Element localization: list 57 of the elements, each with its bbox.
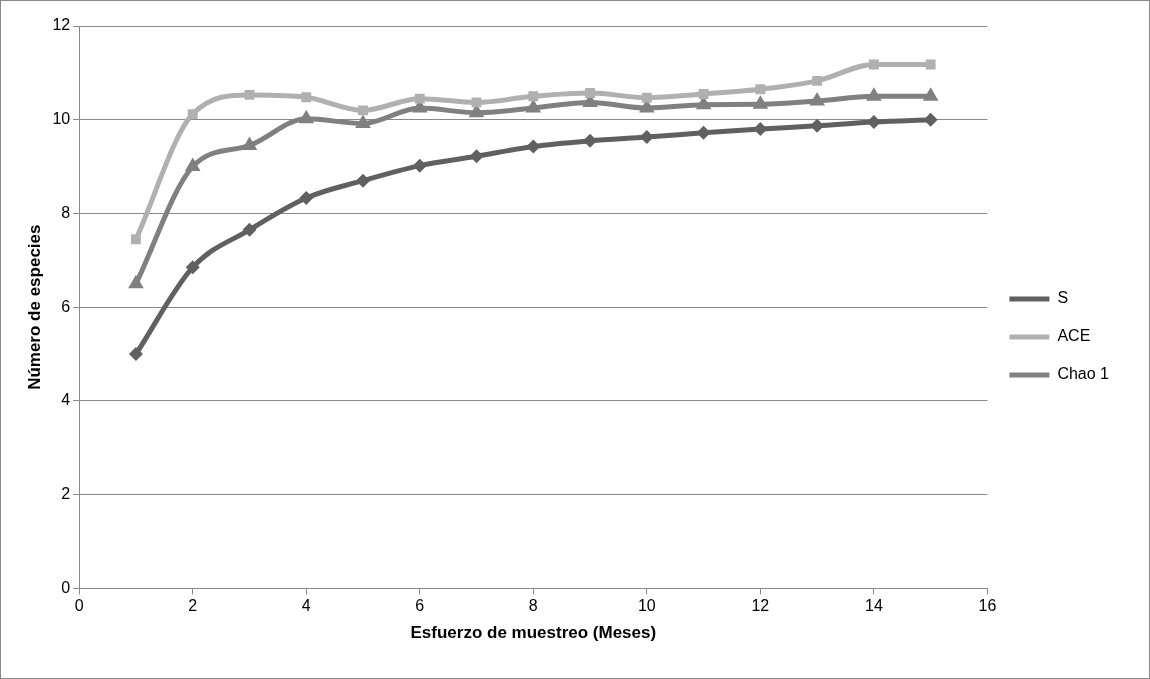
point [412,158,427,173]
point [187,109,198,120]
y-tick-label: 0 [61,578,71,596]
y-axis-title: Número de especies [24,224,44,390]
point [583,133,598,148]
point [868,59,879,70]
point [528,91,539,102]
y-tick-label: 12 [52,16,71,34]
x-axis-title: Esfuerzo de muestreo (Meses) [410,623,657,643]
y-tick-label: 8 [61,203,71,221]
legend-label: S [1057,289,1069,307]
point [356,173,371,188]
point [241,136,258,151]
legend-label: Chao 1 [1057,365,1110,383]
point [185,260,200,275]
point [301,92,312,103]
point [298,109,315,124]
y-tick-label: 6 [61,297,71,315]
point [866,87,882,101]
point [525,99,542,113]
legend-label: ACE [1057,327,1091,345]
point [526,139,541,154]
point [469,149,484,164]
point [925,59,936,70]
y-tick-label: 10 [52,110,71,128]
point [753,122,768,137]
point [755,84,766,95]
point [923,112,938,127]
point [414,93,425,104]
x-tick-label: 12 [751,597,770,615]
point [696,125,711,140]
point [299,191,314,205]
point [244,89,255,100]
point [752,95,769,109]
point [809,91,825,106]
point [184,157,201,172]
point [242,222,257,237]
x-tick-label: 4 [301,597,311,615]
y-tick-label: 4 [61,391,71,409]
point [355,114,371,128]
point [128,347,143,362]
x-tick-label: 0 [74,597,84,615]
point [131,234,141,245]
x-tick-label: 2 [188,597,198,615]
point [922,87,939,101]
point [585,88,596,98]
x-tick-label: 8 [528,597,538,615]
point [698,89,709,99]
point [471,97,482,108]
x-tick-label: 6 [415,597,425,615]
point [641,92,652,103]
x-tick-label: 10 [637,597,656,615]
point [812,75,823,86]
y-tick-label: 2 [61,485,71,503]
x-tick-label: 16 [978,597,997,615]
point [358,105,368,116]
x-tick-label: 14 [864,597,883,615]
